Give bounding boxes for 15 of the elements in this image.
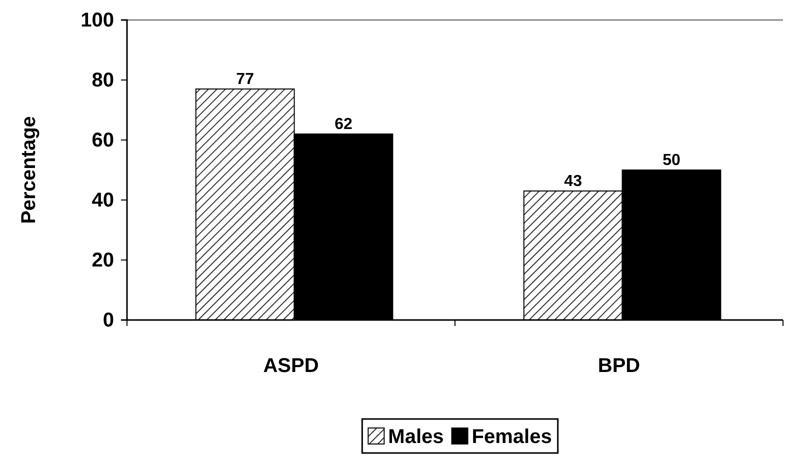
y-tick-label: 80 xyxy=(92,69,114,92)
x-tick-label: BPD xyxy=(598,355,640,377)
legend-label: Females xyxy=(472,426,552,448)
data-label: 62 xyxy=(334,116,352,133)
data-label: 50 xyxy=(662,152,680,169)
data-label: 43 xyxy=(564,173,582,190)
legend-label: Males xyxy=(388,426,444,448)
y-tick-label: 100 xyxy=(80,9,114,32)
x-tick-label: ASPD xyxy=(263,355,319,377)
y-tick-label: 40 xyxy=(92,189,114,212)
y-axis-title: Percentage xyxy=(18,116,40,224)
data-label: 77 xyxy=(236,71,254,88)
y-tick-label: 60 xyxy=(92,129,114,152)
y-tick-label: 0 xyxy=(102,309,114,332)
y-tick-label: 20 xyxy=(92,249,114,272)
